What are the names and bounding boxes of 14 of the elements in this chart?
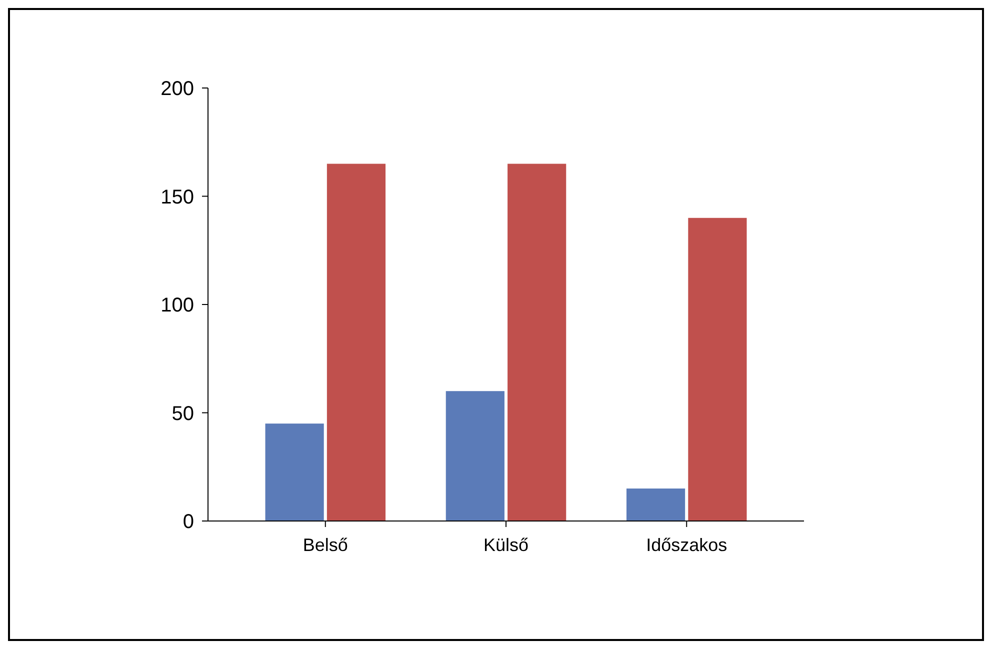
x-tick-label: Belső: [302, 535, 348, 555]
y-tick-label: 0: [182, 511, 194, 533]
x-tick-label: Időszakos: [646, 535, 728, 555]
bar: [688, 218, 747, 521]
bar: [508, 164, 566, 521]
y-tick-label: 50: [172, 402, 194, 425]
bar: [626, 488, 686, 521]
x-tick-label: Külső: [483, 535, 529, 555]
bar: [446, 391, 504, 521]
y-tick-label: 100: [160, 294, 194, 316]
y-tick-label: 150: [160, 186, 194, 208]
bar: [326, 164, 386, 521]
bar: [265, 424, 324, 521]
y-tick-label: 200: [160, 78, 194, 100]
